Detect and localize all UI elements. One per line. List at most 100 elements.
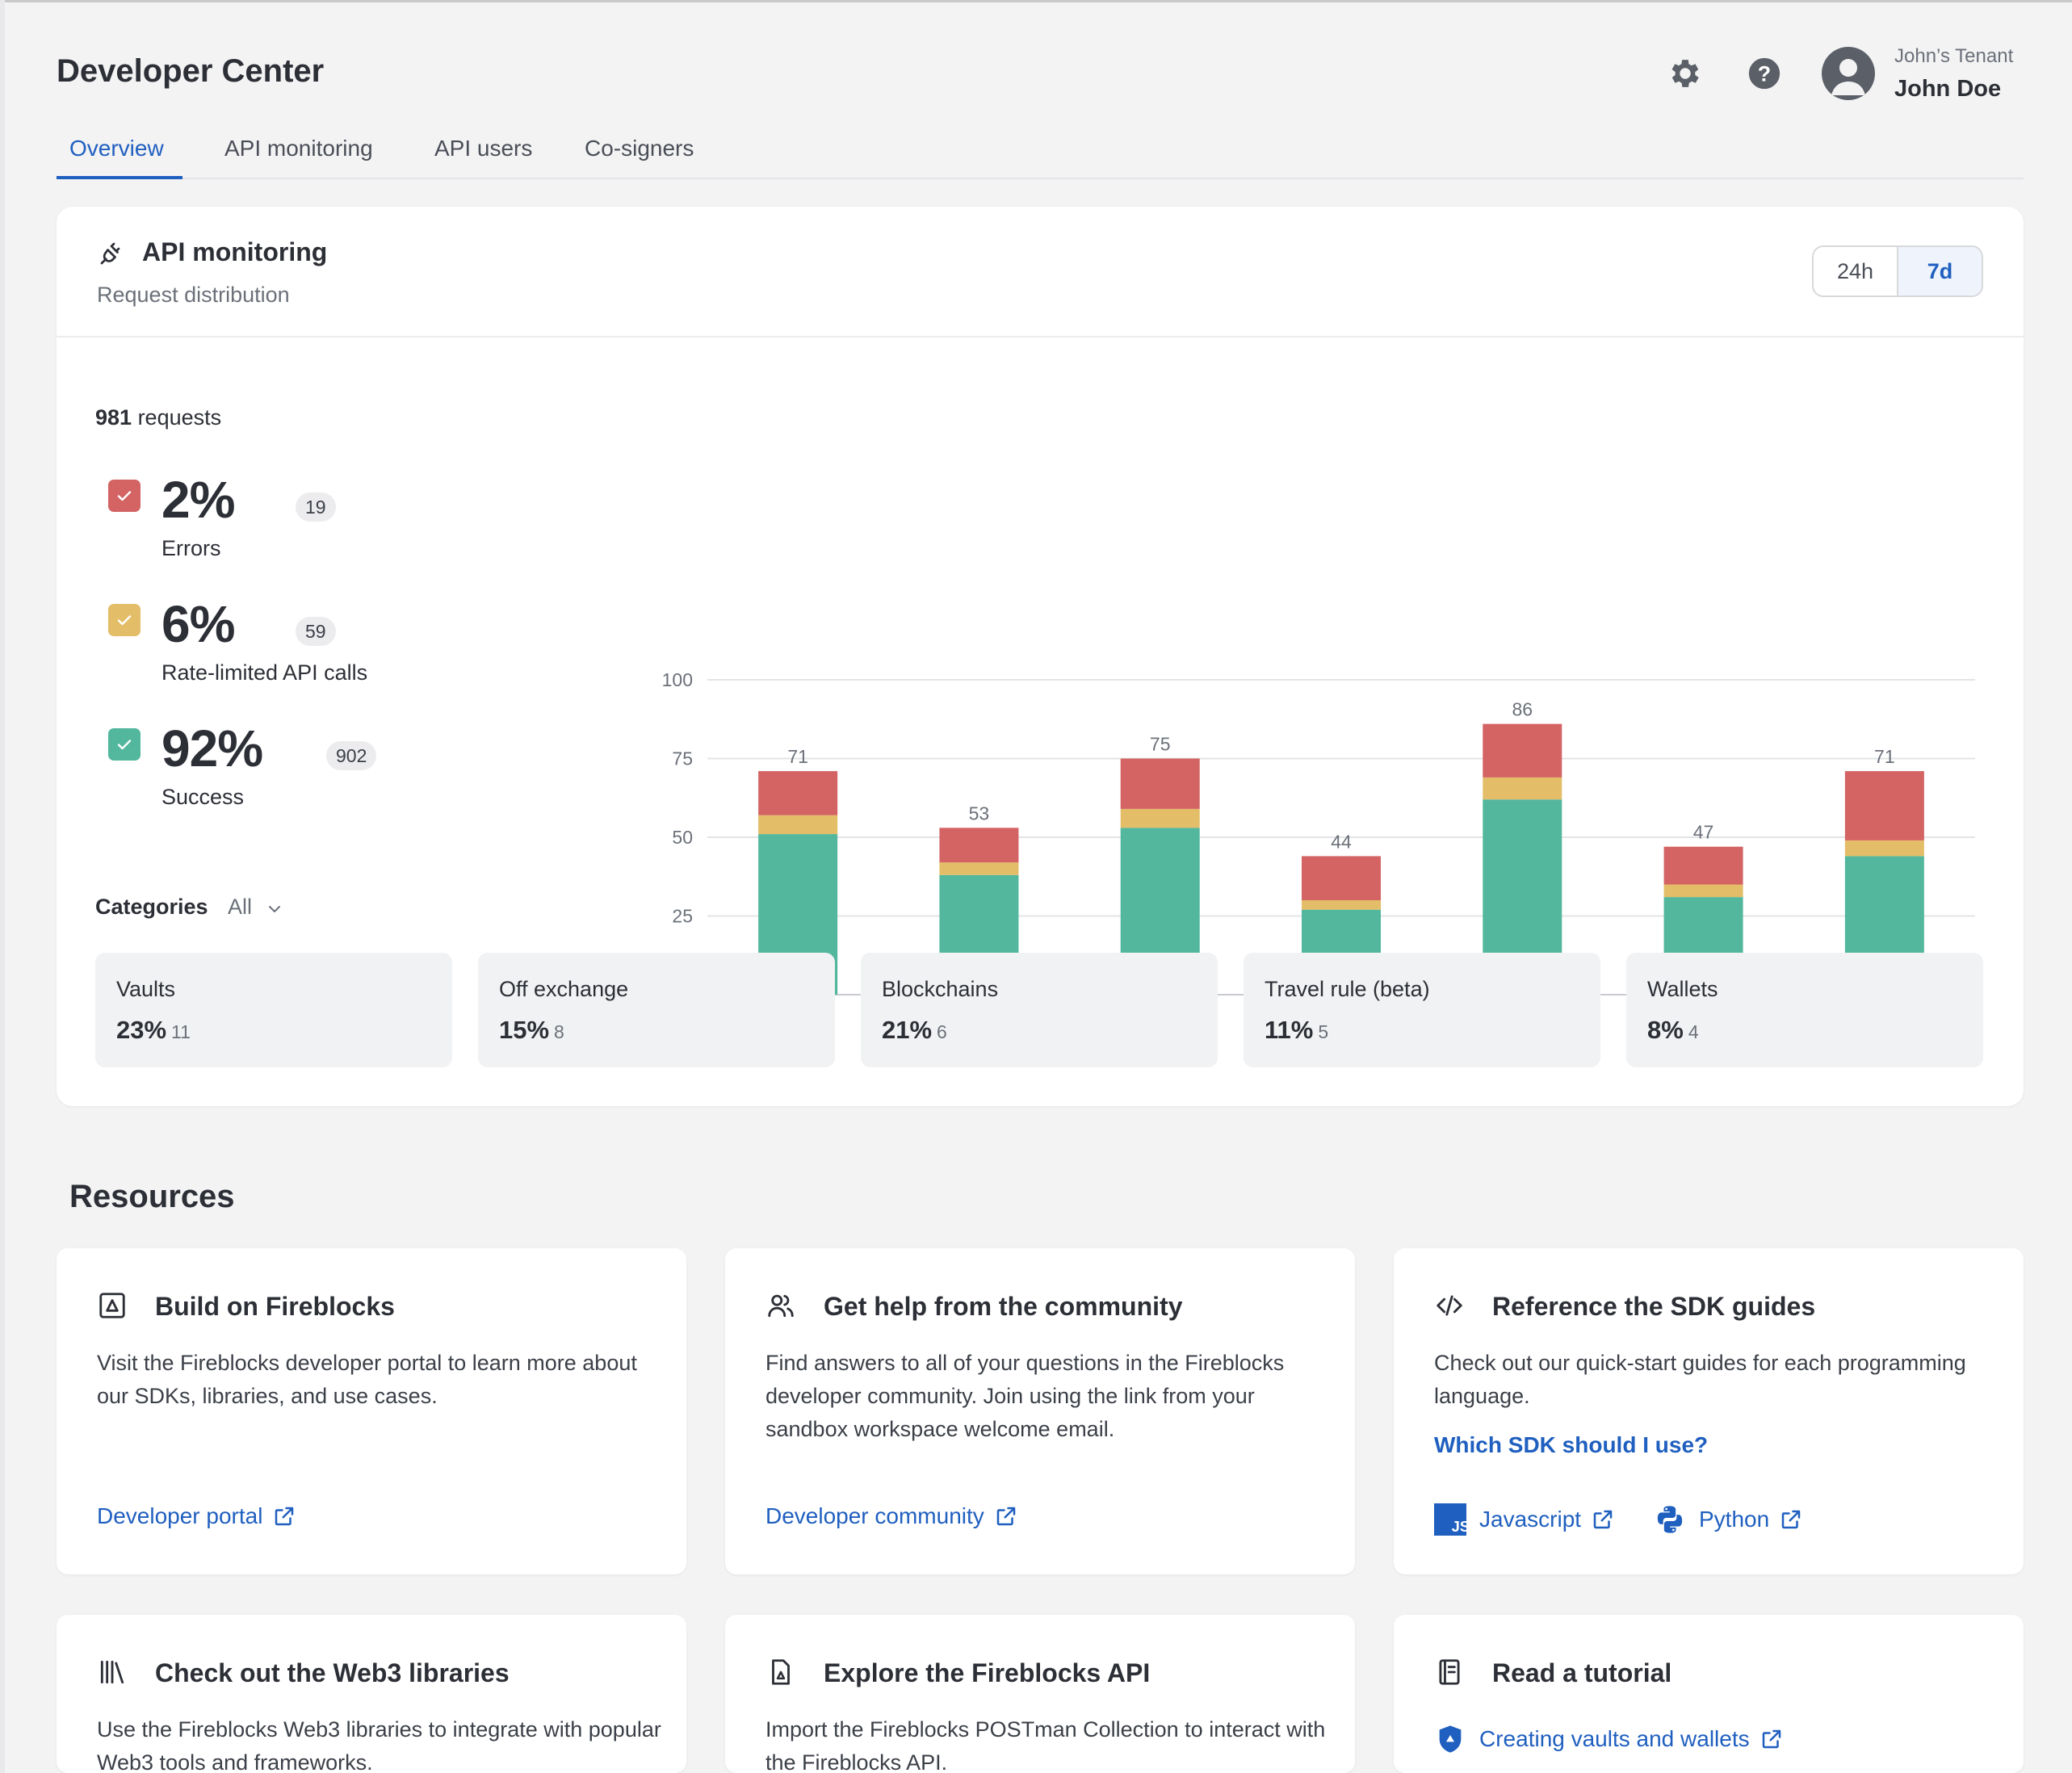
tab-api-monitoring[interactable]: API monitoring <box>224 136 373 161</box>
link-label: Which SDK should I use? <box>1434 1432 1709 1457</box>
categories-filter[interactable]: All <box>228 895 253 919</box>
help-icon[interactable]: ? <box>1746 55 1783 92</box>
y-tick-label: 25 <box>672 906 693 927</box>
tab-co-signers[interactable]: Co-signers <box>585 136 694 161</box>
category-name: Off exchange <box>499 977 629 1001</box>
resource-card-title: Explore the Fireblocks API <box>824 1658 1151 1687</box>
link-label: Developer portal <box>97 1503 263 1528</box>
bar-segment <box>1663 884 1743 898</box>
total-requests-suffix: requests <box>132 405 222 430</box>
resource-card-build: Build on Fireblocks Visit the Fireblocks… <box>57 1248 686 1574</box>
range-24h-button[interactable]: 24h <box>1836 258 1874 283</box>
category-tile-off-exchange[interactable]: Off exchange 15% 8 <box>478 953 835 1067</box>
bar-segment <box>1120 808 1200 828</box>
range-7d-button[interactable]: 7d <box>1897 247 1982 296</box>
category-count: 8 <box>554 1021 564 1042</box>
people-icon <box>768 1294 794 1318</box>
tab-overview[interactable]: Overview <box>69 136 164 161</box>
category-percent-value: 23% <box>116 1016 167 1044</box>
bar-segment <box>1483 777 1562 800</box>
category-percent-value: 21% <box>882 1016 933 1044</box>
time-range-toggle: 24h 7d <box>1812 245 1983 297</box>
category-tile-wallets[interactable]: Wallets 8% 4 <box>1626 953 1983 1067</box>
tenant-name[interactable]: John’s Tenant <box>1894 45 2014 67</box>
resource-card-title: Reference the SDK guides <box>1492 1292 1816 1321</box>
errors-checkbox[interactable] <box>108 480 141 512</box>
developer-community-link[interactable]: Developer community <box>765 1503 1018 1529</box>
bar-segment <box>758 771 838 815</box>
bar-segment <box>1844 771 1924 840</box>
check-icon <box>117 740 132 750</box>
resource-card-body: Visit the Fireblocks developer portal to… <box>97 1351 637 1408</box>
bar-segment <box>1844 840 1924 857</box>
external-link-icon <box>1781 1510 1801 1529</box>
bar-total-label: 75 <box>1150 734 1171 755</box>
rate-limited-checkbox[interactable] <box>108 604 141 636</box>
category-name: Blockchains <box>882 977 999 1001</box>
category-tile-blockchains[interactable]: Blockchains 21% 6 <box>861 953 1218 1067</box>
svg-text:?: ? <box>1758 62 1771 86</box>
python-icon <box>1657 1506 1683 1533</box>
bar-segment <box>758 815 838 835</box>
bar-total-label: 71 <box>787 746 808 767</box>
api-monitoring-subtitle: Request distribution <box>97 283 290 307</box>
resource-card-body: Check out our quick-start guides for eac… <box>1434 1351 1966 1408</box>
bar-segment <box>1663 846 1743 885</box>
bar-segment <box>939 862 1019 875</box>
stat-percent: 6% <box>161 595 235 653</box>
category-count: 4 <box>1688 1021 1699 1042</box>
creating-vaults-link[interactable]: Creating vaults and wallets <box>1434 1723 1784 1755</box>
category-percent: 23% 11 <box>116 1016 191 1045</box>
y-tick-label: 75 <box>672 748 693 769</box>
javascript-icon: JS <box>1434 1503 1466 1536</box>
stat-percent: 92% <box>161 719 263 778</box>
avatar[interactable] <box>1822 47 1875 100</box>
stat-count-badge: 59 <box>296 617 336 646</box>
document-icon <box>772 1659 790 1685</box>
stat-percent: 2% <box>161 471 235 529</box>
external-link-icon <box>1762 1729 1780 1749</box>
y-tick-label: 50 <box>672 827 693 848</box>
resource-card-body: Import the Fireblocks POSTman Collection… <box>765 1717 1326 1773</box>
external-link-icon <box>996 1507 1016 1526</box>
page-title: Developer Center <box>57 53 325 89</box>
success-checkbox[interactable] <box>108 728 141 761</box>
category-percent: 11% 5 <box>1265 1016 1328 1045</box>
library-icon <box>100 1660 124 1684</box>
category-percent: 8% 4 <box>1647 1016 1699 1045</box>
python-link[interactable]: Python <box>1654 1503 1803 1536</box>
category-tile-travel-rule[interactable]: Travel rule (beta) 11% 5 <box>1244 953 1600 1067</box>
category-name: Vaults <box>116 977 176 1001</box>
chevron-down-icon[interactable] <box>265 899 284 919</box>
code-icon <box>1437 1295 1462 1316</box>
javascript-link[interactable]: JS Javascript <box>1434 1503 1615 1536</box>
bar-segment <box>1120 758 1200 809</box>
check-icon <box>117 615 132 626</box>
stat-count-badge: 902 <box>326 741 377 770</box>
user-name[interactable]: John Doe <box>1894 76 2002 102</box>
y-tick-label: 100 <box>662 669 693 690</box>
category-count: 11 <box>171 1021 191 1042</box>
shield-icon <box>1439 1725 1462 1753</box>
resource-card-tutorial: Read a tutorial Creating vaults and wall… <box>1394 1615 2024 1773</box>
bar-segment <box>1483 723 1562 778</box>
book-icon <box>1439 1659 1460 1685</box>
resource-card-community: Get help from the community Find answers… <box>725 1248 1355 1574</box>
which-sdk-link[interactable]: Which SDK should I use? <box>1434 1432 1708 1458</box>
tab-api-users[interactable]: API users <box>434 136 533 161</box>
gear-icon[interactable] <box>1667 55 1704 92</box>
link-label: Developer community <box>765 1503 984 1528</box>
category-tile-vaults[interactable]: Vaults 23% 11 <box>95 953 452 1067</box>
total-requests-count: 981 <box>95 405 132 430</box>
bar-segment <box>1302 856 1381 900</box>
svg-text:JS: JS <box>1452 1518 1466 1535</box>
bar-total-label: 47 <box>1693 822 1714 843</box>
developer-portal-link[interactable]: Developer portal <box>97 1503 296 1529</box>
stat-label: Errors <box>161 536 221 560</box>
total-requests: 981 requests <box>95 405 221 430</box>
resources-title: Resources <box>69 1179 235 1214</box>
resource-card-api: Explore the Fireblocks API Import the Fi… <box>725 1615 1355 1773</box>
category-percent-value: 11% <box>1265 1016 1314 1044</box>
check-icon <box>117 491 132 501</box>
category-percent-value: 15% <box>499 1016 550 1044</box>
